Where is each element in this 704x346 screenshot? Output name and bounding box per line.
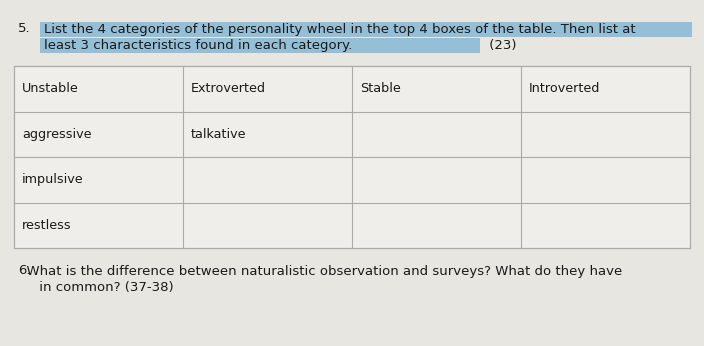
Text: least 3 characteristics found in each category.: least 3 characteristics found in each ca… xyxy=(44,38,352,52)
Text: Stable: Stable xyxy=(360,82,401,95)
Text: Introverted: Introverted xyxy=(529,82,601,95)
Text: 6.: 6. xyxy=(18,264,30,277)
Text: Extroverted: Extroverted xyxy=(191,82,266,95)
Text: 5.: 5. xyxy=(18,22,31,36)
Bar xyxy=(40,38,480,53)
Text: Unstable: Unstable xyxy=(22,82,79,95)
Text: impulsive: impulsive xyxy=(22,173,84,186)
Bar xyxy=(40,22,692,37)
Text: talkative: talkative xyxy=(191,128,246,141)
Text: (23): (23) xyxy=(485,38,517,52)
Bar xyxy=(14,66,690,248)
Text: List the 4 categories of the personality wheel in the top 4 boxes of the table. : List the 4 categories of the personality… xyxy=(44,22,636,36)
Text: in common? (37-38): in common? (37-38) xyxy=(18,281,174,293)
Text: What is the difference between naturalistic observation and surveys? What do the: What is the difference between naturalis… xyxy=(18,264,622,277)
Text: restless: restless xyxy=(22,219,72,232)
Text: aggressive: aggressive xyxy=(22,128,92,141)
